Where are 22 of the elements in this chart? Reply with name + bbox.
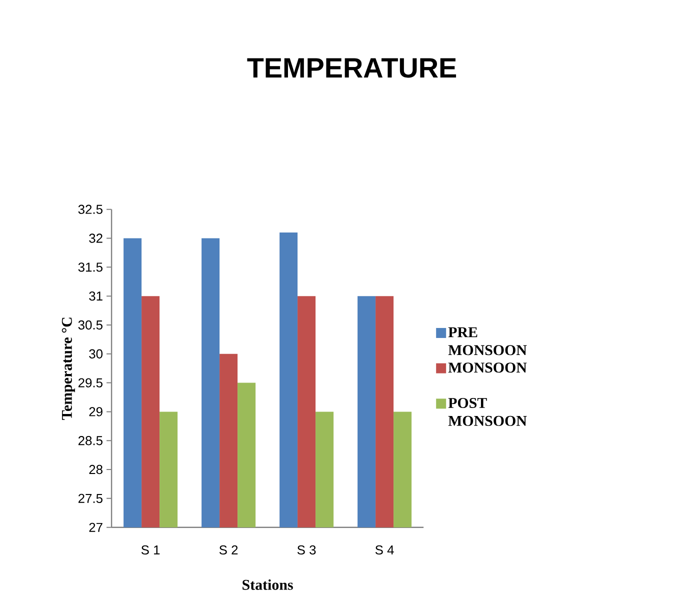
y-tick-label: 29	[89, 407, 102, 416]
y-tick-label: 28.5	[78, 436, 102, 446]
y-tick-label: 30	[89, 349, 103, 358]
x-tick-label: S 2	[219, 545, 238, 555]
x-tick-label: S 3	[297, 545, 316, 555]
y-tick-label: 31	[89, 291, 102, 301]
x-axis-title: Stations	[242, 579, 293, 590]
legend-label: POST MONSOON	[448, 398, 527, 426]
y-tick-label: 31.5	[78, 262, 102, 272]
legend-label: PRE MONSOON	[448, 327, 527, 356]
x-tick-label: S 1	[141, 545, 160, 555]
y-axis-title: Temperature °C	[62, 318, 75, 420]
y-tick-label: 32.5	[78, 204, 102, 214]
y-tick-label: 32	[89, 234, 102, 243]
y-tick-label: 29.5	[78, 378, 102, 388]
legend-label: MONSOON	[448, 362, 527, 373]
chart-title: TEMPERATURE	[247, 58, 456, 78]
y-tick-label: 28	[89, 464, 102, 474]
y-tick-label: 30.5	[78, 320, 102, 330]
x-tick-label: S 4	[375, 545, 394, 555]
y-tick-label: 27.5	[78, 494, 102, 504]
y-tick-label: 27	[89, 522, 102, 532]
